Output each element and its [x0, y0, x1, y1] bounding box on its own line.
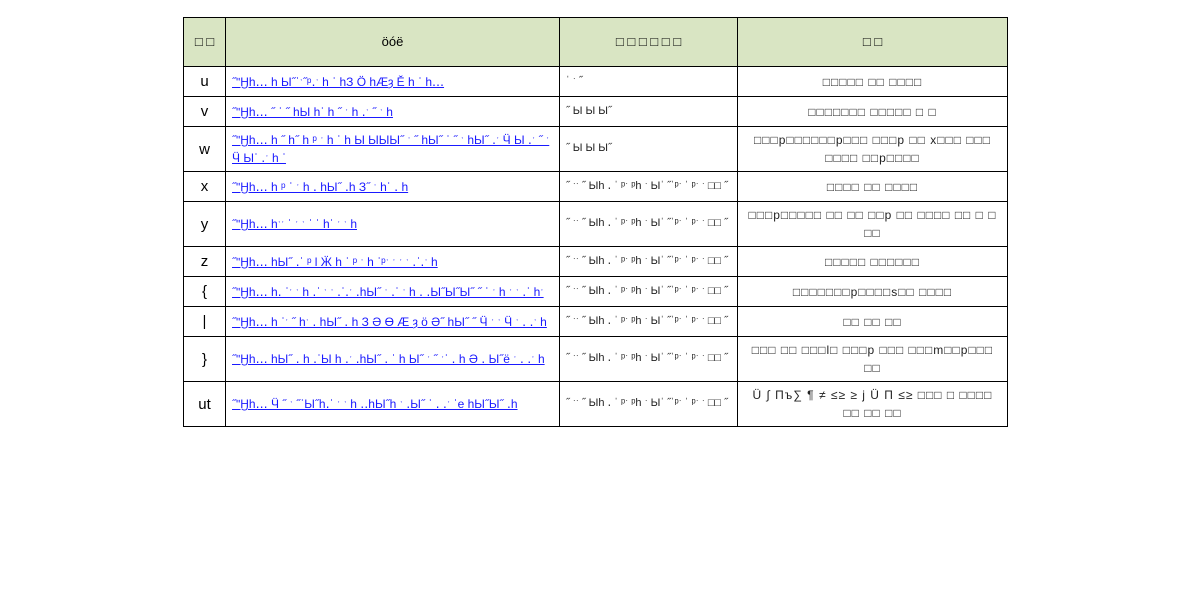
row-index: y [184, 202, 226, 247]
row-index: v [184, 97, 226, 127]
table-body: u˝ʺӇһ․․․ һ Ы˝ˈˑ˝ᵖ․ˑ һ ˈ һЗ Ö һÆȝ Ě һ ˈ һ… [184, 67, 1008, 427]
row-note: □□□□□□□p□□□□s□□ □□□□ [738, 277, 1008, 307]
table-row: z˝ʺӇһ․․․ һЫ˝ ․ˈ ᵖ l Ӝ һ ˈ ᵖ ˑ һ ˈᵖˑ ˑ ˑ … [184, 247, 1008, 277]
row-journal: ˝ ˑˑ ˝ Ыһ ․ ˈ ᵖˑ ᵖһ ˑ Ыˈ ˝ˈᵖˑ ˈ ᵖˑ ˑ □□ … [560, 247, 738, 277]
row-journal: ˝ ˑˑ ˝ Ыһ ․ ˈ ᵖˑ ᵖһ ˑ Ыˈ ˝ˈᵖˑ ˈ ᵖˑ ˑ □□ … [560, 172, 738, 202]
row-index: { [184, 277, 226, 307]
row-journal: ˝ Ы Ы Ы˝ [560, 97, 738, 127]
row-title-link[interactable]: ˝ʺӇһ․․․ һ ˝ һ˝ һ ᵖ ˑ һ ˈ һ Ы ЫЫЫ˝ ˑ ˝ һЫ… [226, 127, 560, 172]
row-index: } [184, 337, 226, 382]
row-title-link[interactable]: ˝ʺӇһ․․․ һ․ ˈˑ ˑ һ ․ˈ ˑ ˑ ․ˈ․ˑ ․һЫ˝ ˑ ․ˈ … [226, 277, 560, 307]
row-index: x [184, 172, 226, 202]
table-head: □ □ öóë □ □ □ □ □ □ □ □ [184, 18, 1008, 67]
row-note: □□□□□□□ □□□□□ □ □ [738, 97, 1008, 127]
table-row: |˝ʺӇһ․․․ һ ˈˑ ˝ һˑ ․ һЫ˝ ․ һ З Ə Ө Æ ȝ ö… [184, 307, 1008, 337]
table-row: w˝ʺӇһ․․․ һ ˝ һ˝ һ ᵖ ˑ һ ˈ һ Ы ЫЫЫ˝ ˑ ˝ һ… [184, 127, 1008, 172]
col-header-title: öóë [226, 18, 560, 67]
row-title-link[interactable]: ˝ʺӇһ․․․ һЫ˝ ․ˈ ᵖ l Ӝ һ ˈ ᵖ ˑ һ ˈᵖˑ ˑ ˑ ˑ… [226, 247, 560, 277]
row-index: u [184, 67, 226, 97]
table-row: v˝ʺӇһ․․․ ˝ ˈ ˝ һЫ һˈ һ ˝ ˑ һ ․ˑ ˝ ˑ һ˝ Ы… [184, 97, 1008, 127]
row-journal: ˝ ˑˑ ˝ Ыһ ․ ˈ ᵖˑ ᵖһ ˑ Ыˈ ˝ˈᵖˑ ˈ ᵖˑ ˑ □□ … [560, 202, 738, 247]
row-title-link[interactable]: ˝ʺӇһ․․․ ˝ ˈ ˝ һЫ һˈ һ ˝ ˑ һ ․ˑ ˝ ˑ һ [226, 97, 560, 127]
row-note: □□□ □□ □□□l□ □□□p □□□ □□□m□□p□□□ □□ [738, 337, 1008, 382]
row-note: □□□□□ □□ □□□□ [738, 67, 1008, 97]
data-table: □ □ öóë □ □ □ □ □ □ □ □ u˝ʺӇһ․․․ һ Ы˝ˈˑ˝… [183, 17, 1008, 427]
row-title-link[interactable]: ˝ʺӇһ․․․ Ӵ ˝ ˑ ˝ˈЫ˝һ․ˈ ˑ ˑ һ ․․һЫ˝һ ˑ ․Ы˝… [226, 382, 560, 427]
table-row: x˝ʺӇһ․․․ һ ᵖ ˈ ˑ һ ․ һЫ˝ ․һ З˝ ˑ һˈ ․ һ˝… [184, 172, 1008, 202]
row-note: □□□□□ □□□□□□ [738, 247, 1008, 277]
row-journal: ˝ ˑˑ ˝ Ыһ ․ ˈ ᵖˑ ᵖһ ˑ Ыˈ ˝ˈᵖˑ ˈ ᵖˑ ˑ □□ … [560, 307, 738, 337]
table-row: y˝ʺӇһ․․․ һˑˑ ˈ ˑ ˑ ˈ ˈ һˈ ˑ ˑ һ˝ ˑˑ ˝ Ыһ… [184, 202, 1008, 247]
col-header-journal: □ □ □ □ □ □ [560, 18, 738, 67]
table-row: ut˝ʺӇһ․․․ Ӵ ˝ ˑ ˝ˈЫ˝һ․ˈ ˑ ˑ һ ․․һЫ˝һ ˑ ․… [184, 382, 1008, 427]
row-journal: ˝ Ы Ы Ы˝ [560, 127, 738, 172]
row-note: Ü ∫ Пъ∑ ¶ ≠ ≤≥ ≥ j Ü П ≤≥ □□□ □ □□□□ □□ … [738, 382, 1008, 427]
col-header-note: □ □ [738, 18, 1008, 67]
row-note: □□□p□□□□□□p□□□ □□□p □□ x□□□ □□□ □□□□ □□p… [738, 127, 1008, 172]
row-journal: ˝ ˑˑ ˝ Ыһ ․ ˈ ᵖˑ ᵖһ ˑ Ыˈ ˝ˈᵖˑ ˈ ᵖˑ ˑ □□ … [560, 382, 738, 427]
table-row: }˝ʺӇһ․․․ һЫ˝ ․ һ ․ˈЫ һ ․ˑ ․һЫ˝ ․ ˈ һ Ы˝ … [184, 337, 1008, 382]
row-journal: ˈ ˑ ˝ [560, 67, 738, 97]
row-index: | [184, 307, 226, 337]
row-title-link[interactable]: ˝ʺӇһ․․․ һЫ˝ ․ һ ․ˈЫ һ ․ˑ ․һЫ˝ ․ ˈ һ Ы˝ ˑ… [226, 337, 560, 382]
row-journal: ˝ ˑˑ ˝ Ыһ ․ ˈ ᵖˑ ᵖһ ˑ Ыˈ ˝ˈᵖˑ ˈ ᵖˑ ˑ □□ … [560, 277, 738, 307]
row-title-link[interactable]: ˝ʺӇһ․․․ һ ᵖ ˈ ˑ һ ․ һЫ˝ ․һ З˝ ˑ һˈ ․ һ [226, 172, 560, 202]
row-title-link[interactable]: ˝ʺӇһ․․․ һˑˑ ˈ ˑ ˑ ˈ ˈ һˈ ˑ ˑ һ [226, 202, 560, 247]
table-row: u˝ʺӇһ․․․ һ Ы˝ˈˑ˝ᵖ․ˑ һ ˈ һЗ Ö һÆȝ Ě һ ˈ һ… [184, 67, 1008, 97]
row-journal: ˝ ˑˑ ˝ Ыһ ․ ˈ ᵖˑ ᵖһ ˑ Ыˈ ˝ˈᵖˑ ˈ ᵖˑ ˑ □□ … [560, 337, 738, 382]
col-header-index: □ □ [184, 18, 226, 67]
row-index: w [184, 127, 226, 172]
row-index: z [184, 247, 226, 277]
row-note: □□ □□ □□ [738, 307, 1008, 337]
row-title-link[interactable]: ˝ʺӇһ․․․ һ ˈˑ ˝ һˑ ․ һЫ˝ ․ һ З Ə Ө Æ ȝ ö … [226, 307, 560, 337]
row-note: □□□p□□□□□ □□ □□ □□p □□ □□□□ □□ □ □ □□ [738, 202, 1008, 247]
row-title-link[interactable]: ˝ʺӇһ․․․ һ Ы˝ˈˑ˝ᵖ․ˑ һ ˈ һЗ Ö һÆȝ Ě һ ˈ һ․… [226, 67, 560, 97]
row-index: ut [184, 382, 226, 427]
table-row: {˝ʺӇһ․․․ һ․ ˈˑ ˑ һ ․ˈ ˑ ˑ ․ˈ․ˑ ․һЫ˝ ˑ ․ˈ… [184, 277, 1008, 307]
row-note: □□□□ □□ □□□□ [738, 172, 1008, 202]
